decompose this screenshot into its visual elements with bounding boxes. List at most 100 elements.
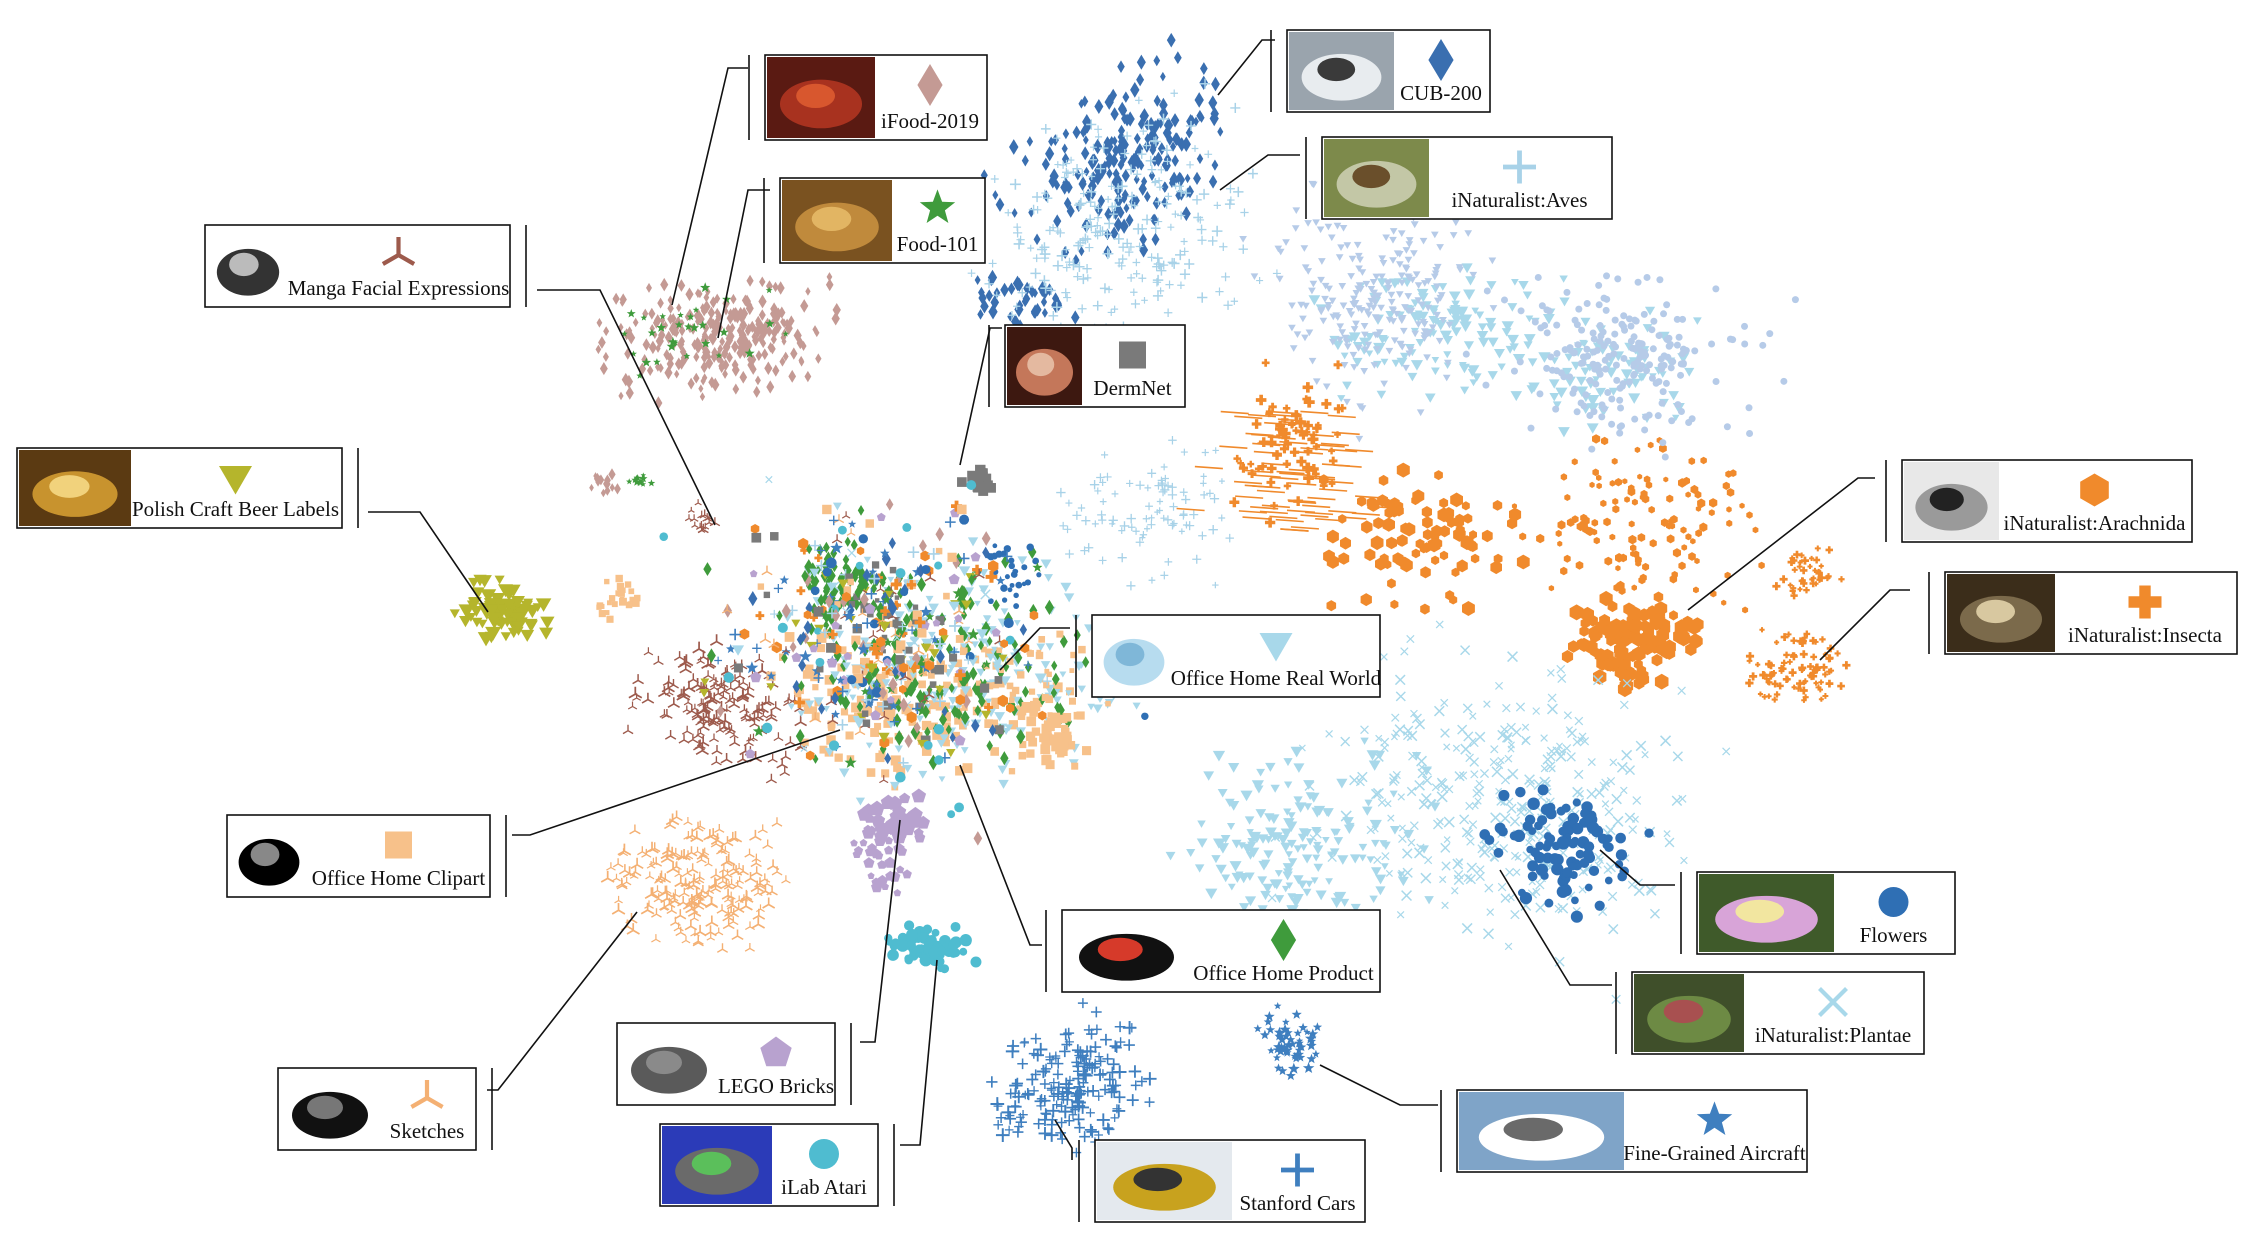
data-point	[1366, 750, 1379, 761]
data-point	[868, 572, 881, 585]
data-point	[740, 306, 749, 321]
data-point	[1373, 855, 1382, 865]
data-point	[1589, 481, 1595, 488]
data-point	[683, 816, 693, 826]
data-point	[1586, 423, 1599, 434]
data-point	[888, 708, 896, 716]
data-point	[960, 600, 972, 610]
data-point	[1336, 336, 1344, 344]
data-point	[1289, 345, 1298, 352]
data-point	[1082, 263, 1092, 274]
data-point	[1438, 283, 1448, 291]
data-point	[1204, 150, 1213, 159]
data-point	[1571, 896, 1579, 905]
data-point	[1378, 474, 1389, 486]
data-point	[1330, 828, 1340, 837]
data-point	[1673, 628, 1687, 645]
data-point	[1167, 257, 1177, 267]
leader-line	[959, 764, 1042, 946]
data-point	[920, 550, 930, 562]
data-point	[829, 581, 840, 592]
data-point	[673, 651, 686, 661]
data-point	[709, 674, 719, 683]
data-point	[1590, 360, 1598, 368]
data-point	[887, 576, 895, 583]
data-point	[1800, 556, 1810, 565]
data-point	[1147, 468, 1157, 478]
data-point	[892, 695, 901, 705]
data-point	[1604, 337, 1612, 345]
data-point	[1746, 511, 1753, 519]
data-point	[1231, 872, 1244, 883]
data-point	[1454, 771, 1465, 782]
data-point	[889, 717, 899, 727]
legend-callout: Office Home Product	[1045, 909, 1381, 993]
data-point	[862, 578, 870, 591]
data-point	[1217, 126, 1224, 137]
data-point	[1143, 191, 1151, 203]
data-point	[863, 685, 876, 697]
data-point	[1193, 212, 1204, 223]
data-point	[1117, 159, 1125, 171]
data-point	[657, 297, 664, 309]
data-point	[822, 567, 832, 577]
data-point	[1283, 1039, 1295, 1050]
data-point	[1645, 411, 1653, 419]
data-point	[1406, 346, 1415, 354]
data-point	[1627, 880, 1637, 889]
data-point	[1008, 562, 1016, 570]
data-point	[1739, 502, 1745, 509]
data-point	[720, 855, 733, 867]
data-point	[1061, 143, 1068, 154]
data-point	[535, 598, 552, 612]
data-point	[1424, 330, 1432, 338]
data-point	[1655, 332, 1663, 340]
data-point	[1521, 723, 1530, 731]
data-point	[1158, 487, 1168, 497]
leader-line	[1054, 1119, 1073, 1160]
data-point	[1658, 399, 1666, 407]
data-point	[1059, 635, 1068, 649]
data-point	[1630, 544, 1637, 552]
data-point	[1562, 744, 1572, 753]
data-point	[816, 546, 826, 555]
data-point	[1079, 1131, 1091, 1143]
data-point	[939, 712, 948, 727]
data-point	[1402, 848, 1413, 859]
data-point	[1497, 756, 1505, 765]
data-point	[1420, 335, 1429, 342]
data-point	[1301, 264, 1310, 271]
data-point	[827, 714, 839, 725]
data-point	[1397, 272, 1406, 280]
data-point	[851, 702, 861, 713]
data-point	[1274, 870, 1283, 878]
data-point	[719, 692, 728, 700]
data-point	[1342, 338, 1351, 346]
data-point	[1145, 502, 1153, 511]
data-point	[1729, 469, 1737, 477]
data-point	[707, 306, 716, 319]
data-point	[1514, 853, 1522, 861]
data-point	[1307, 476, 1336, 481]
data-point	[623, 328, 631, 341]
data-point	[1340, 736, 1351, 747]
legend-marker-icon	[1119, 341, 1146, 369]
data-point	[954, 717, 962, 725]
data-point	[1464, 230, 1473, 237]
data-point	[1766, 679, 1773, 686]
data-point	[637, 846, 648, 856]
legend-label: iNaturalist:Arachnida	[2004, 511, 2187, 535]
data-point	[1598, 413, 1606, 421]
data-point	[1531, 318, 1539, 326]
data-point	[1691, 347, 1699, 355]
data-point	[1371, 839, 1380, 848]
data-point	[1040, 1067, 1051, 1077]
legend-callout: Office Home Real World	[1075, 614, 1382, 698]
data-point	[1575, 561, 1584, 570]
data-point	[1041, 189, 1049, 197]
data-point	[875, 752, 885, 763]
data-point	[1016, 299, 1024, 312]
data-point	[1061, 246, 1069, 259]
data-point	[980, 589, 991, 600]
data-point	[1292, 897, 1301, 905]
